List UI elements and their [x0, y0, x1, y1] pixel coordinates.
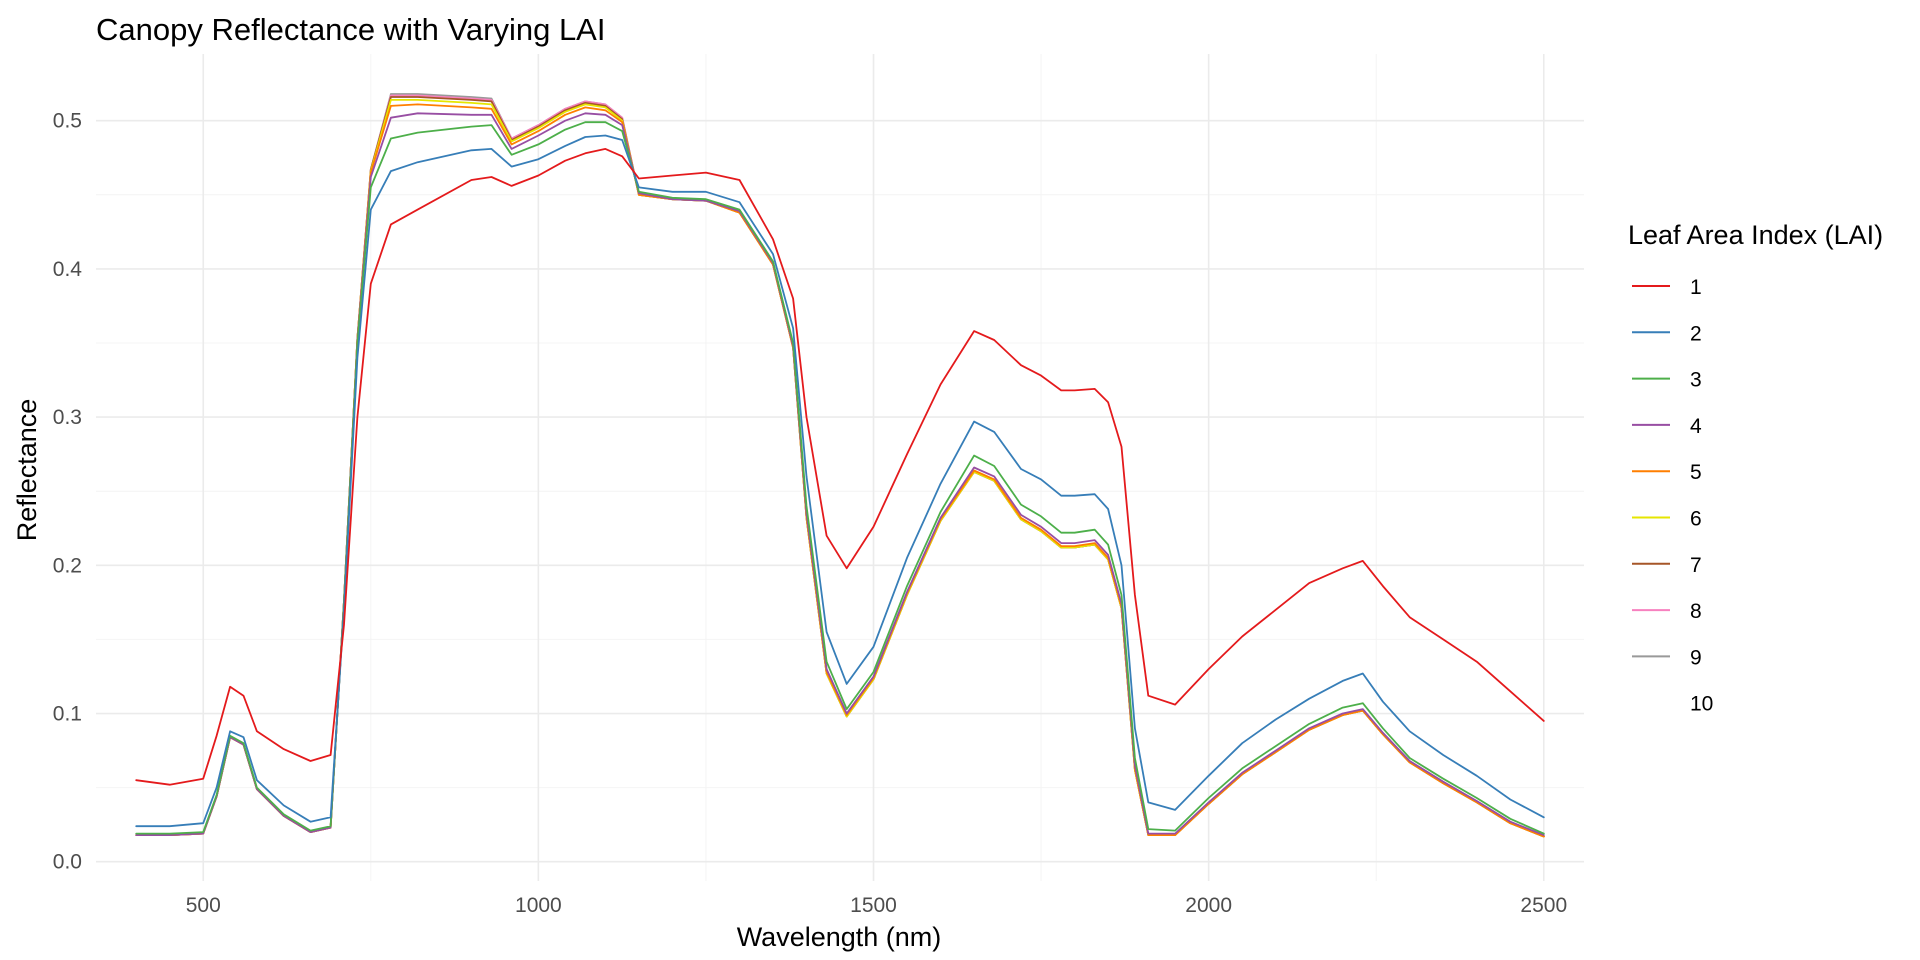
- y-tick-label: 0.5: [53, 110, 82, 133]
- legend-label: 8: [1690, 600, 1702, 623]
- series-line-lai-1: [135, 148, 1545, 786]
- x-tick-label: 2500: [1520, 894, 1567, 917]
- y-tick-label: 0.1: [53, 703, 82, 726]
- legend-label: 6: [1690, 508, 1702, 531]
- series-line-lai-5: [135, 103, 1545, 838]
- x-tick-label: 2000: [1185, 894, 1232, 917]
- legend-label: 1: [1690, 276, 1702, 299]
- legend-item-lai-5: 5: [1632, 461, 1702, 484]
- legend-item-lai-6: 6: [1632, 508, 1702, 531]
- legend-label: 7: [1690, 554, 1702, 577]
- legend-item-lai-7: 7: [1632, 554, 1702, 577]
- legend-items: 1 2 3 4 5 6 7 8 9 10: [1632, 276, 1713, 716]
- series-line-lai-6: [135, 99, 1545, 838]
- legend-item-lai-10: 10: [1632, 693, 1713, 716]
- series-line-lai-9: [135, 93, 1545, 838]
- legend-item-lai-3: 3: [1632, 369, 1702, 392]
- series-line-lai-7: [135, 96, 1545, 838]
- legend-label: 10: [1690, 693, 1713, 716]
- series-line-lai-2: [135, 134, 1545, 828]
- y-axis-tick-labels: 0.0 0.1 0.2 0.3 0.4 0.5: [53, 110, 83, 874]
- legend-item-lai-9: 9: [1632, 646, 1702, 669]
- legend-item-lai-2: 2: [1632, 322, 1702, 345]
- legend-title: Leaf Area Index (LAI): [1628, 220, 1883, 250]
- legend: Leaf Area Index (LAI) 1 2 3 4 5 6 7 8 9 10: [1628, 220, 1883, 716]
- series-layer: [135, 91, 1545, 838]
- legend-label: 3: [1690, 369, 1702, 392]
- legend-label: 5: [1690, 461, 1702, 484]
- chart-title: Canopy Reflectance with Varying LAI: [96, 12, 605, 47]
- y-tick-label: 0.0: [53, 851, 82, 874]
- series-line-lai-8: [135, 94, 1545, 838]
- x-axis-tick-labels: 500 1000 1500 2000 2500: [186, 894, 1567, 917]
- legend-item-lai-1: 1: [1632, 276, 1702, 299]
- legend-item-lai-8: 8: [1632, 600, 1702, 623]
- x-tick-label: 1000: [515, 894, 562, 917]
- x-tick-label: 1500: [850, 894, 897, 917]
- y-tick-label: 0.4: [53, 258, 83, 281]
- y-tick-label: 0.2: [53, 554, 82, 577]
- y-axis-title: Reflectance: [12, 399, 42, 542]
- y-tick-label: 0.3: [53, 406, 82, 429]
- legend-item-lai-4: 4: [1632, 415, 1702, 438]
- x-tick-label: 500: [186, 894, 221, 917]
- grid-lines: [96, 54, 1584, 881]
- series-line-lai-10: [135, 91, 1545, 838]
- legend-label: 2: [1690, 322, 1702, 345]
- x-axis-title: Wavelength (nm): [737, 922, 942, 952]
- series-line-lai-4: [135, 112, 1545, 836]
- legend-label: 9: [1690, 646, 1702, 669]
- series-line-lai-3: [135, 121, 1545, 835]
- legend-label: 4: [1690, 415, 1702, 438]
